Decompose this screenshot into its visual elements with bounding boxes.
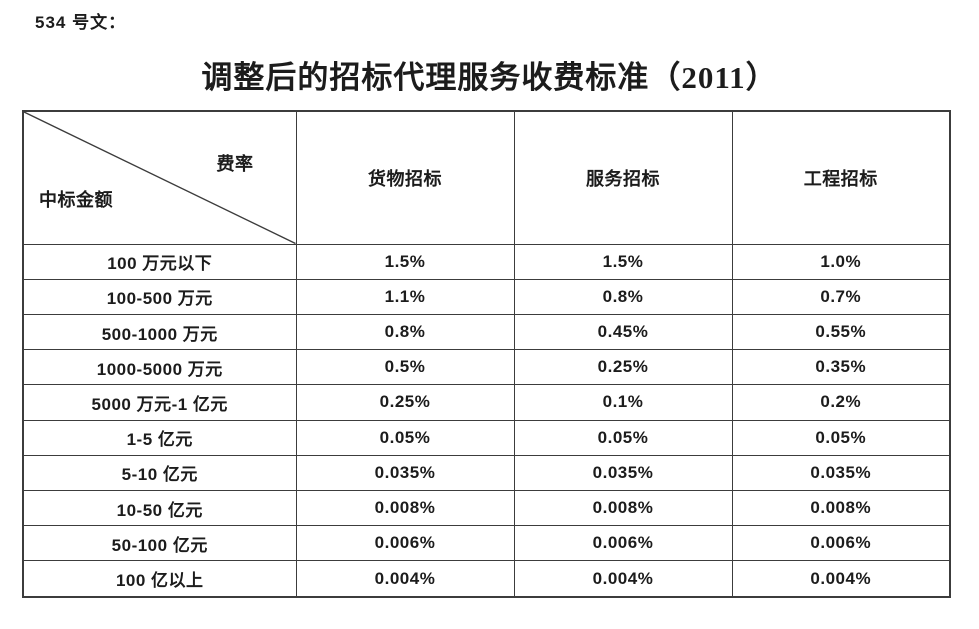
table-row: 5-10 亿元 0.035% 0.035% 0.035% xyxy=(22,454,951,492)
rate-cell: 0.006% xyxy=(295,525,515,562)
row-label-cell: 1-5 亿元 xyxy=(22,419,297,456)
page-title: 调整后的招标代理服务收费标准（2011） xyxy=(201,60,778,95)
table-row: 100 亿以上 0.004% 0.004% 0.004% xyxy=(22,560,951,598)
row-label-cell: 500-1000 万元 xyxy=(22,313,297,351)
table-row: 1000-5000 万元 0.5% 0.25% 0.35% xyxy=(22,349,951,386)
rate-cell: 0.1% xyxy=(513,384,733,421)
table-row: 10-50 亿元 0.008% 0.008% 0.008% xyxy=(22,490,951,527)
row-label-cell: 100 亿以上 xyxy=(22,560,297,598)
rate-cell: 0.45% xyxy=(513,313,733,351)
rate-cell: 0.006% xyxy=(731,525,951,562)
table-row: 5000 万元-1 亿元 0.25% 0.1% 0.2% xyxy=(22,384,951,421)
rate-cell: 0.25% xyxy=(295,384,515,421)
rate-cell: 1.1% xyxy=(295,278,515,315)
table-row: 50-100 亿元 0.006% 0.006% 0.006% xyxy=(22,525,951,562)
rate-cell: 0.008% xyxy=(295,490,515,527)
table-row: 100 万元以下 1.5% 1.5% 1.0% xyxy=(22,243,951,280)
row-label-cell: 100 万元以下 xyxy=(22,243,297,280)
rate-cell: 0.05% xyxy=(295,419,515,456)
table-row: 1-5 亿元 0.05% 0.05% 0.05% xyxy=(22,419,951,456)
rate-cell: 0.8% xyxy=(295,313,515,351)
column-header-services: 服务招标 xyxy=(513,110,733,245)
row-label-cell: 10-50 亿元 xyxy=(22,490,297,527)
rate-cell: 0.2% xyxy=(731,384,951,421)
row-label-cell: 50-100 亿元 xyxy=(22,525,297,562)
rate-cell: 0.25% xyxy=(513,349,733,386)
corner-header-cell: 费率 中标金额 xyxy=(22,110,297,245)
table-header-row: 费率 中标金额 货物招标 服务招标 工程招标 xyxy=(22,110,951,245)
rate-cell: 1.5% xyxy=(295,243,515,280)
row-label-cell: 100-500 万元 xyxy=(22,278,297,315)
rate-cell: 0.35% xyxy=(731,349,951,386)
rate-cell: 1.5% xyxy=(513,243,733,280)
rate-cell: 0.05% xyxy=(513,419,733,456)
rate-cell: 0.7% xyxy=(731,278,951,315)
rate-cell: 0.55% xyxy=(731,313,951,351)
rate-cell: 0.004% xyxy=(295,560,515,598)
doc-number: 534 号文： xyxy=(35,13,127,32)
rate-cell: 0.004% xyxy=(513,560,733,598)
table-row: 100-500 万元 1.1% 0.8% 0.7% xyxy=(22,278,951,315)
diagonal-divider-line xyxy=(24,112,296,244)
rate-cell: 0.008% xyxy=(513,490,733,527)
row-label-cell: 5000 万元-1 亿元 xyxy=(22,384,297,421)
rate-cell: 0.8% xyxy=(513,278,733,315)
corner-label-amount: 中标金额 xyxy=(39,189,113,210)
rate-cell: 0.035% xyxy=(731,454,951,492)
rate-cell: 0.006% xyxy=(513,525,733,562)
table-row: 500-1000 万元 0.8% 0.45% 0.55% xyxy=(22,313,951,351)
fee-rate-table: 费率 中标金额 货物招标 服务招标 工程招标 100 万元以下 1.5% 1.5… xyxy=(22,110,951,598)
rate-cell: 0.004% xyxy=(731,560,951,598)
corner-label-rate: 费率 xyxy=(216,154,254,174)
row-label-cell: 1000-5000 万元 xyxy=(22,349,297,386)
column-header-engineering: 工程招标 xyxy=(731,110,951,245)
column-header-goods: 货物招标 xyxy=(295,110,515,245)
rate-cell: 1.0% xyxy=(731,243,951,280)
rate-cell: 0.035% xyxy=(295,454,515,492)
fee-table: 费率 中标金额 货物招标 服务招标 工程招标 100 万元以下 1.5% 1.5… xyxy=(22,110,951,598)
rate-cell: 0.05% xyxy=(731,419,951,456)
rate-cell: 0.008% xyxy=(731,490,951,527)
rate-cell: 0.5% xyxy=(295,349,515,386)
rate-cell: 0.035% xyxy=(513,454,733,492)
row-label-cell: 5-10 亿元 xyxy=(22,454,297,492)
